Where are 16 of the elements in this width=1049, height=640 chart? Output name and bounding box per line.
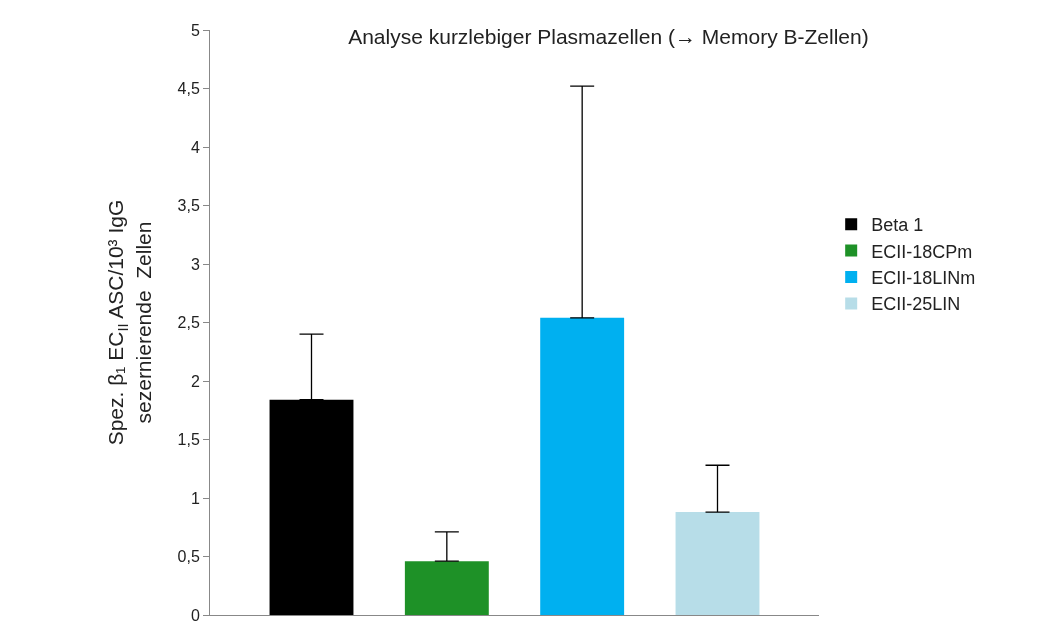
y-tick-label: 3,5: [177, 197, 200, 215]
y-tick-label: 4: [190, 138, 200, 156]
y-tick-label: 0,5: [177, 548, 200, 566]
legend-label: ECII-18CPm: [871, 241, 973, 262]
y-tick-label: 2,5: [177, 314, 200, 332]
legend-label: Beta 1: [871, 215, 924, 236]
y-tick-label: 3: [190, 255, 200, 273]
y-tick-label: 5: [190, 21, 200, 39]
legend-label: ECII-18LINm: [871, 268, 976, 289]
y-tick-label: 4,5: [177, 80, 200, 98]
y-tick-label: 1: [190, 489, 200, 507]
y-tick-label: 1,5: [177, 431, 200, 449]
chart-title: Analyse kurzlebiger Plasmazellen (→ Memory B-Zellen): [348, 24, 869, 48]
y-tick-label: 0: [190, 606, 200, 624]
legend-label: ECII-25LIN: [871, 294, 961, 315]
y-tick-label: 2: [190, 372, 200, 390]
